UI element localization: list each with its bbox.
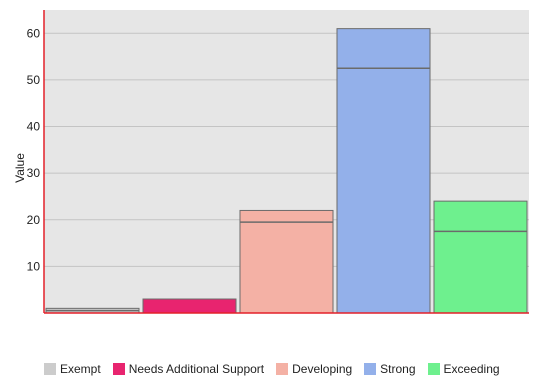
legend-swatch	[112, 363, 125, 375]
bars	[45, 28, 528, 314]
legend-swatch	[44, 363, 56, 375]
legend-swatch	[427, 363, 440, 375]
bar-developing	[239, 209, 334, 314]
legend-item: Strong	[364, 362, 416, 376]
legend-swatch	[276, 363, 289, 375]
y-tick-label: 30	[27, 166, 41, 180]
legend-label: Developing	[292, 362, 353, 376]
y-tick-label: 10	[27, 259, 41, 273]
y-axis-ticks: 10 20 30 40 50 60	[27, 26, 41, 273]
legend-item: Exempt	[44, 362, 101, 376]
legend-item: Exceeding	[427, 362, 500, 376]
y-tick-label: 60	[27, 26, 41, 40]
legend-label: Needs Additional Support	[128, 362, 265, 376]
legend-item: Developing	[276, 362, 352, 376]
y-tick-label: 20	[27, 213, 41, 227]
bar-strong	[336, 28, 431, 314]
y-tick-label: 50	[27, 73, 41, 87]
legend-label: Exempt	[60, 362, 101, 376]
y-axis-title: Value	[13, 153, 27, 183]
legend: Exempt Needs Additional Support Developing…	[44, 362, 512, 376]
y-tick-label: 40	[27, 120, 41, 134]
legend-swatch	[364, 363, 377, 375]
bar-needs-additional-support	[142, 298, 237, 314]
legend-label: Exceeding	[443, 362, 500, 376]
legend-label: Strong	[380, 362, 416, 376]
legend-item: Needs Additional Support	[112, 362, 265, 376]
bar-exceeding	[433, 200, 528, 314]
